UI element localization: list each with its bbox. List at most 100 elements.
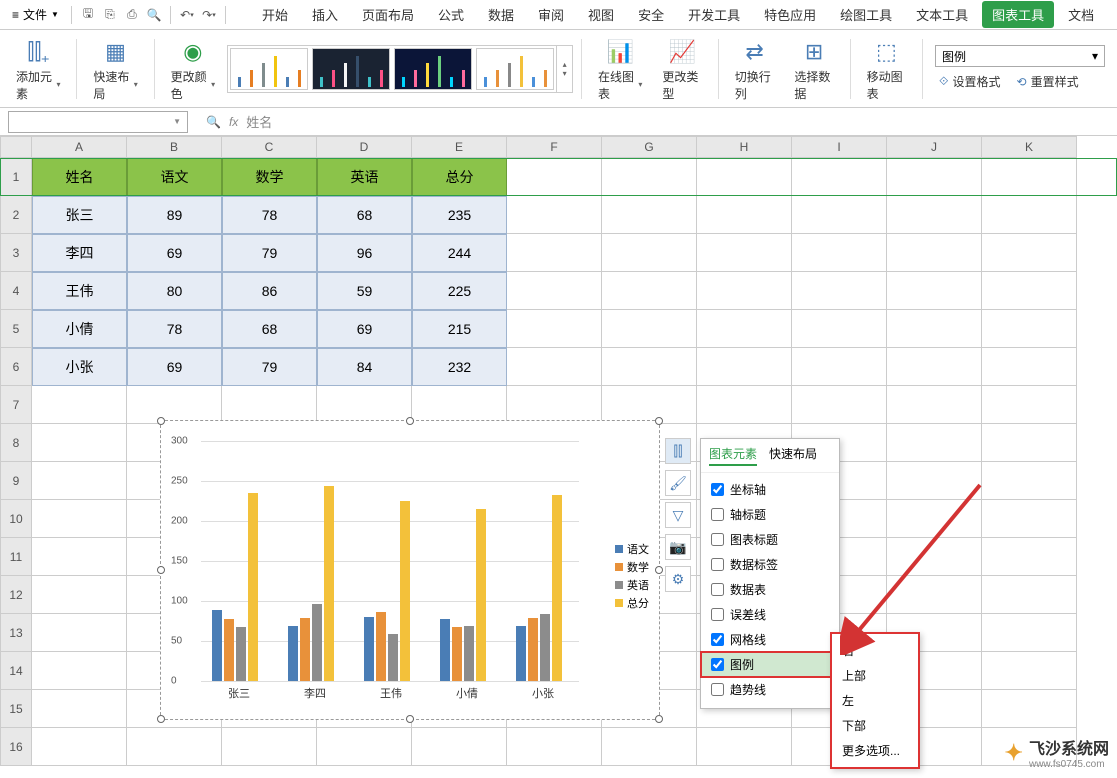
set-format-button[interactable]: ⟐设置格式 bbox=[935, 71, 1004, 92]
cell[interactable] bbox=[982, 424, 1077, 462]
checkbox[interactable] bbox=[711, 583, 724, 596]
cell[interactable] bbox=[602, 272, 697, 310]
bar-group[interactable] bbox=[440, 509, 486, 681]
bar[interactable] bbox=[440, 619, 450, 681]
cell[interactable] bbox=[222, 386, 317, 424]
tab-draw[interactable]: 绘图工具 bbox=[830, 1, 902, 28]
select-all-corner[interactable] bbox=[0, 136, 32, 158]
chart-legend[interactable]: 语文数学英语总分 bbox=[615, 541, 649, 613]
undo-icon[interactable]: ↶▾ bbox=[177, 5, 197, 25]
checkbox[interactable] bbox=[711, 533, 724, 546]
col-header-D[interactable]: D bbox=[317, 136, 412, 158]
quick-layout-button[interactable]: ▦ 快速布局▾ bbox=[85, 30, 145, 107]
chart-element-option[interactable]: 图表标题 bbox=[701, 527, 839, 552]
cell[interactable] bbox=[507, 234, 602, 272]
row-header[interactable]: 8 bbox=[0, 424, 32, 462]
popup-tab-elements[interactable]: 图表元素 bbox=[709, 445, 757, 466]
bar[interactable] bbox=[376, 612, 386, 681]
row-header[interactable]: 15 bbox=[0, 690, 32, 728]
cell[interactable]: 79 bbox=[222, 234, 317, 272]
cell[interactable]: 张三 bbox=[32, 196, 127, 234]
print-icon[interactable]: ⎙ bbox=[122, 5, 142, 25]
cell[interactable] bbox=[602, 310, 697, 348]
row-header[interactable]: 14 bbox=[0, 652, 32, 690]
bar[interactable] bbox=[540, 614, 550, 681]
cell[interactable] bbox=[127, 386, 222, 424]
chart-plot-area[interactable]: 050100150200250300张三李四王伟小倩小张 bbox=[201, 441, 579, 681]
chart-filter-button[interactable]: ▽ bbox=[665, 502, 691, 528]
bar-group[interactable] bbox=[364, 501, 410, 681]
cell[interactable] bbox=[982, 576, 1077, 614]
bar[interactable] bbox=[288, 626, 298, 681]
checkbox[interactable] bbox=[711, 633, 724, 646]
col-header-G[interactable]: G bbox=[602, 136, 697, 158]
cell[interactable]: 78 bbox=[222, 196, 317, 234]
row-header[interactable]: 12 bbox=[0, 576, 32, 614]
cell[interactable] bbox=[792, 310, 887, 348]
row-header[interactable]: 5 bbox=[0, 310, 32, 348]
popup-tab-layout[interactable]: 快速布局 bbox=[769, 445, 817, 466]
tab-text[interactable]: 文本工具 bbox=[906, 1, 978, 28]
switch-rowcol-button[interactable]: ⇄ 切换行列 bbox=[727, 30, 783, 107]
bar[interactable] bbox=[552, 495, 562, 681]
cell[interactable] bbox=[32, 462, 127, 500]
bar[interactable] bbox=[364, 617, 374, 681]
cell[interactable] bbox=[412, 386, 507, 424]
cell[interactable]: 244 bbox=[412, 234, 507, 272]
cell[interactable] bbox=[982, 272, 1077, 310]
chart-element-option[interactable]: 坐标轴 bbox=[701, 477, 839, 502]
cell[interactable] bbox=[507, 728, 602, 766]
row-header[interactable]: 9 bbox=[0, 462, 32, 500]
cell[interactable]: 225 bbox=[412, 272, 507, 310]
chart-element-option[interactable]: 数据标签 bbox=[701, 552, 839, 577]
cell[interactable] bbox=[507, 348, 602, 386]
cell[interactable] bbox=[982, 386, 1077, 424]
cell[interactable] bbox=[697, 196, 792, 234]
cell[interactable] bbox=[602, 728, 697, 766]
cell[interactable] bbox=[982, 500, 1077, 538]
row-header[interactable]: 3 bbox=[0, 234, 32, 272]
col-header-K[interactable]: K bbox=[982, 136, 1077, 158]
cell[interactable] bbox=[697, 272, 792, 310]
tab-formula[interactable]: 公式 bbox=[428, 1, 474, 28]
cell[interactable] bbox=[792, 158, 887, 196]
cell[interactable] bbox=[887, 462, 982, 500]
tab-home[interactable]: 开始 bbox=[252, 1, 298, 28]
cell[interactable] bbox=[507, 386, 602, 424]
cell[interactable]: 69 bbox=[127, 234, 222, 272]
bar-group[interactable] bbox=[516, 495, 562, 681]
cell[interactable] bbox=[32, 690, 127, 728]
tab-security[interactable]: 安全 bbox=[628, 1, 674, 28]
cell[interactable] bbox=[982, 234, 1077, 272]
cell[interactable] bbox=[982, 690, 1077, 728]
cell[interactable] bbox=[792, 196, 887, 234]
cell[interactable]: 78 bbox=[127, 310, 222, 348]
tab-data[interactable]: 数据 bbox=[478, 1, 524, 28]
move-chart-button[interactable]: ⬚ 移动图表 bbox=[859, 30, 915, 107]
cell[interactable]: 68 bbox=[222, 310, 317, 348]
col-header-H[interactable]: H bbox=[697, 136, 792, 158]
change-type-button[interactable]: 📈 更改类型 bbox=[654, 30, 710, 107]
cell[interactable] bbox=[32, 652, 127, 690]
cell[interactable]: 86 bbox=[222, 272, 317, 310]
cell[interactable]: 96 bbox=[317, 234, 412, 272]
cell[interactable] bbox=[697, 728, 792, 766]
bar-group[interactable] bbox=[288, 486, 334, 681]
row-header[interactable]: 10 bbox=[0, 500, 32, 538]
cell[interactable] bbox=[602, 158, 697, 196]
submenu-item[interactable]: 右 bbox=[832, 638, 918, 663]
cell[interactable] bbox=[982, 614, 1077, 652]
tab-doc[interactable]: 文档 bbox=[1058, 1, 1104, 28]
cell[interactable]: 王伟 bbox=[32, 272, 127, 310]
cell[interactable] bbox=[887, 386, 982, 424]
reset-style-button[interactable]: ⟲重置样式 bbox=[1013, 71, 1083, 92]
chart-element-option[interactable]: 趋势线 bbox=[701, 677, 839, 702]
cell[interactable]: 姓名 bbox=[32, 158, 127, 196]
resize-handle[interactable] bbox=[655, 566, 663, 574]
cell[interactable]: 235 bbox=[412, 196, 507, 234]
cell[interactable] bbox=[32, 576, 127, 614]
export-icon[interactable]: ⎘ bbox=[100, 5, 120, 25]
style-thumb-3[interactable] bbox=[394, 48, 472, 90]
cell[interactable]: 小张 bbox=[32, 348, 127, 386]
cell[interactable] bbox=[32, 538, 127, 576]
